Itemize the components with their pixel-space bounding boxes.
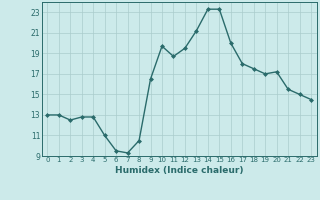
X-axis label: Humidex (Indice chaleur): Humidex (Indice chaleur) bbox=[115, 166, 244, 175]
